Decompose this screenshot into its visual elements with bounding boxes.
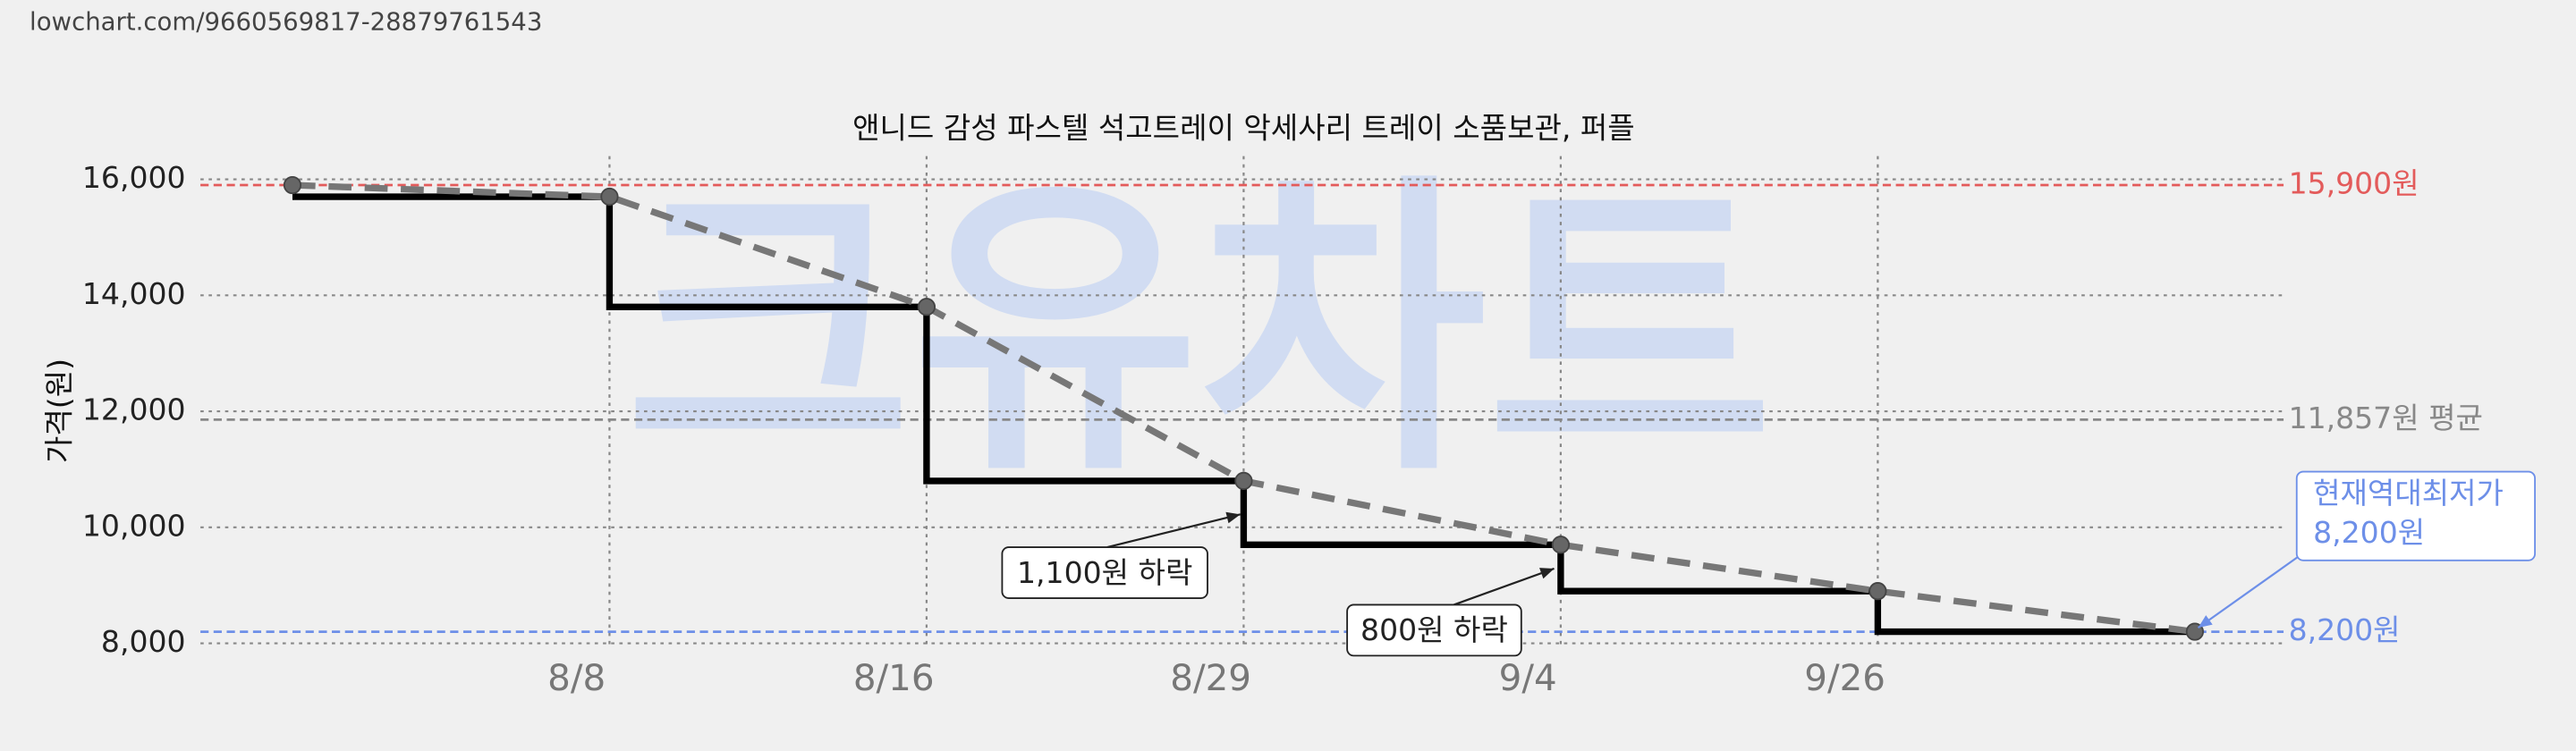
annotation-box bbox=[2295, 470, 2536, 561]
x-tick-label: 9/26 bbox=[1804, 656, 1885, 699]
x-tick-label: 8/29 bbox=[1170, 656, 1251, 699]
y-tick-label: 16,000 bbox=[82, 160, 186, 195]
annotation-text: 현재역대최저가 bbox=[2313, 476, 2504, 511]
annotation-arrow bbox=[2197, 554, 2301, 629]
annotation-text: 800원 하락 bbox=[1360, 612, 1508, 647]
point-marker bbox=[600, 187, 619, 207]
arrow-head bbox=[2198, 615, 2213, 629]
point-marker bbox=[1551, 536, 1570, 554]
x-tick-label: 9/4 bbox=[1499, 656, 1557, 699]
point-marker bbox=[1868, 582, 1887, 601]
chart-title: 앤니드 감성 파스텔 석고트레이 악세사리 트레이 소품보관, 퍼플 bbox=[852, 111, 1635, 146]
point-marker bbox=[283, 175, 302, 195]
annotation-text: 8,200원 bbox=[2313, 515, 2425, 550]
annotation-box bbox=[1346, 603, 1522, 657]
y-tick-label: 8,000 bbox=[101, 624, 186, 659]
y-axis-label: 가격(원) bbox=[41, 359, 76, 463]
reference-label: 15,900원 bbox=[2289, 166, 2419, 201]
point-marker bbox=[917, 298, 936, 316]
annotation-box bbox=[1001, 546, 1208, 599]
annotation-arrow bbox=[1453, 567, 1555, 606]
y-tick-label: 14,000 bbox=[82, 276, 186, 311]
x-tick-label: 8/8 bbox=[547, 656, 606, 699]
url: lowchart.com/9660569817-28879761543 bbox=[30, 8, 542, 37]
point-marker bbox=[1234, 471, 1253, 491]
x-tick-label: 8/16 bbox=[853, 656, 935, 699]
arrow-head bbox=[1225, 511, 1241, 524]
annotation-arrow bbox=[1106, 513, 1241, 549]
reference-label: 8,200원 bbox=[2289, 612, 2401, 647]
reference-label: 11,857원 평균 bbox=[2289, 401, 2483, 435]
annotation-text: 1,100원 하락 bbox=[1017, 555, 1192, 590]
arrow-head bbox=[1539, 568, 1555, 579]
y-tick-label: 12,000 bbox=[82, 392, 186, 427]
y-tick-label: 10,000 bbox=[82, 508, 186, 543]
watermark: 크유차트 bbox=[625, 150, 1774, 513]
